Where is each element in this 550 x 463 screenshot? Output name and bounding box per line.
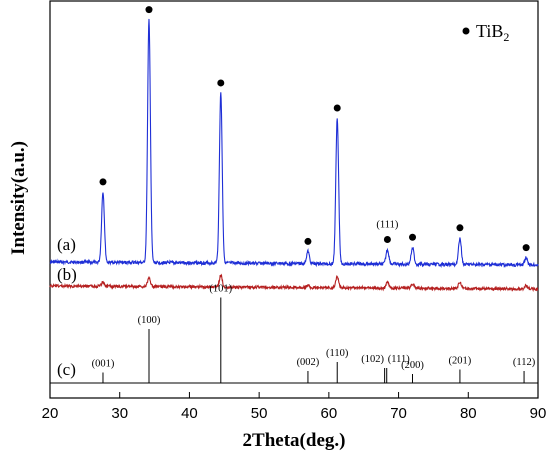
reference-label: (112) (513, 357, 536, 368)
curve-label-b: (b) (57, 265, 77, 284)
peak-markers: (111) (99, 6, 530, 252)
reference-label: (110) (326, 348, 349, 359)
series-line (49, 18, 539, 269)
reference-label: (100) (138, 315, 161, 326)
curve-label-a: (a) (57, 235, 76, 254)
plot-frame (49, 0, 539, 399)
reference-label: (201) (449, 356, 472, 367)
reference-pattern: (001) (100) (101) (002) (110) (102) (111)(200)… (92, 284, 536, 383)
legend: TiB2 (462, 21, 509, 44)
peak-marker-icon (304, 237, 312, 245)
x-tick-label: 40 (181, 405, 198, 422)
peak-marker-icon (217, 79, 225, 87)
x-tick-label: 50 (251, 405, 268, 422)
x-tick-label: 70 (390, 405, 407, 422)
series-group (49, 18, 539, 293)
reference-label: (101) (209, 284, 232, 295)
reference-label: (111) (388, 354, 410, 365)
x-tick-label: 60 (321, 405, 338, 422)
x-tick-label: 20 (42, 405, 59, 422)
x-tick-label: 80 (460, 405, 477, 422)
peak-annotation: (111) (376, 219, 398, 230)
peak-marker-icon (145, 6, 153, 14)
reference-label: (002) (297, 357, 320, 368)
curve-label-c: (c) (57, 360, 76, 379)
x-tick-label: 30 (111, 405, 128, 422)
x-tick-label: 90 (530, 405, 547, 422)
peak-marker-icon (522, 244, 530, 252)
legend-label-subscript: 2 (503, 30, 509, 44)
peak-marker-icon (333, 104, 341, 112)
y-axis-title: Intensity(a.u.) (8, 141, 29, 255)
legend-marker-icon (462, 27, 470, 35)
reference-label: (102) (361, 354, 384, 365)
reference-label: (001) (92, 359, 115, 370)
peak-marker-icon (99, 178, 107, 186)
legend-label-main: TiB (476, 21, 503, 41)
x-axis-ticks: 20 30 40 50 60 70 80 90 (42, 392, 547, 422)
series-line (49, 273, 539, 293)
reference-label: (200) (401, 360, 424, 371)
peak-marker-icon (456, 224, 464, 232)
legend-label: TiB2 (476, 21, 509, 44)
x-axis-title: 2Theta(deg.) (243, 430, 346, 451)
peak-marker-icon (383, 235, 391, 243)
peak-marker-icon (409, 233, 417, 241)
